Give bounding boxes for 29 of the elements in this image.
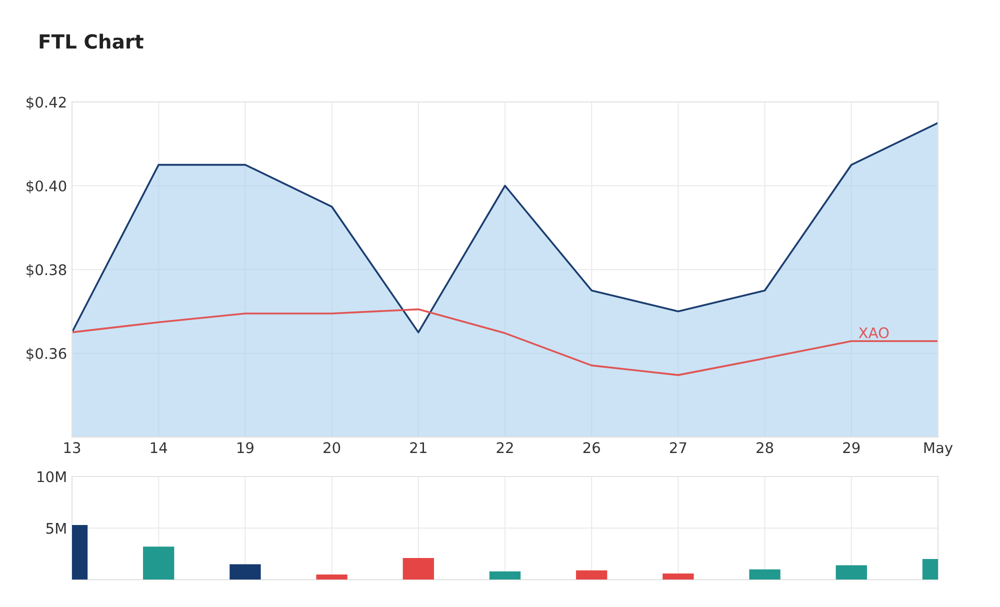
y-tick-label: $0.36	[26, 348, 66, 361]
series-label: XAO	[858, 327, 889, 338]
x-tick-label: 28	[756, 442, 774, 454]
x-tick-label: 26	[583, 442, 600, 454]
x-tick-label: May	[924, 442, 953, 456]
y-tick-label: $0.40	[26, 180, 66, 194]
y-tick-label: $0.38	[26, 264, 66, 278]
chart-title: FTL Chart	[40, 34, 144, 49]
y-tick-label: 10M	[38, 471, 66, 482]
bar	[749, 569, 780, 580]
x-tick-label: 20	[324, 442, 340, 454]
bar	[836, 565, 867, 580]
x-tick-label: 13	[64, 442, 80, 454]
bar	[662, 573, 694, 580]
bar	[230, 564, 261, 580]
y-tick-label: 5M	[46, 523, 66, 534]
x-tick-label: 22	[496, 442, 513, 453]
x-tick-label: 21	[410, 442, 426, 453]
x-tick-label: 19	[238, 442, 254, 454]
y-tick-label: $0.42	[26, 96, 66, 110]
bar	[576, 570, 608, 580]
x-tick-label: 29	[843, 442, 860, 454]
bar	[316, 574, 348, 580]
bar	[489, 571, 521, 580]
line-series	[72, 308, 938, 376]
x-tick-label: 14	[150, 442, 168, 453]
bar	[402, 558, 434, 580]
bar	[143, 546, 174, 580]
x-tick-label: 27	[670, 442, 686, 453]
